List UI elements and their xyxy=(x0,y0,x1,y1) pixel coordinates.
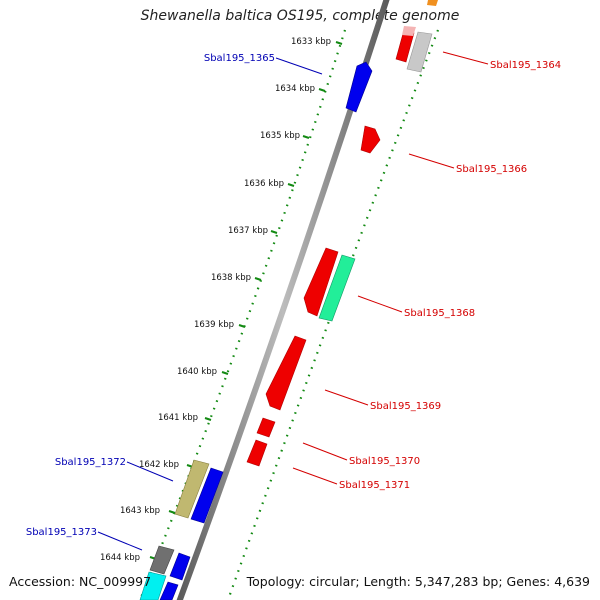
gene-feature-sbal1364-pink xyxy=(402,26,416,36)
accession-text: Accession: NC_009997 xyxy=(9,574,152,589)
gene-feature-blue-1 xyxy=(169,552,191,581)
gene-feature-sbal1368-red[interactable] xyxy=(303,247,339,317)
kbp-label: 1638 kbp xyxy=(211,273,251,283)
gene-feature-blue-2 xyxy=(159,581,179,600)
leader-line-sbal1366 xyxy=(408,153,455,169)
gene-label-sbal1365[interactable]: Sbal195_1365 xyxy=(204,53,275,64)
gene-feature-cyan xyxy=(139,571,167,600)
gene-feature-sbal1369[interactable] xyxy=(265,335,307,411)
gene-label-sbal1369[interactable]: Sbal195_1369 xyxy=(370,401,441,412)
gene-feature-sbal1372[interactable] xyxy=(174,459,210,519)
gene-feature-sbal1370[interactable] xyxy=(256,417,276,438)
gene-feature-sbal1373[interactable] xyxy=(149,545,175,575)
gene-label-sbal1371[interactable]: Sbal195_1371 xyxy=(339,480,410,491)
kbp-label: 1633 kbp xyxy=(291,37,331,47)
gene-label-sbal1368[interactable]: Sbal195_1368 xyxy=(404,308,475,319)
gene-label-sbal1364[interactable]: Sbal195_1364 xyxy=(490,60,561,71)
leader-line-sbal1369 xyxy=(324,389,369,406)
kbp-tick-labels: 1633 kbp 1634 kbp 1635 kbp 1636 kbp 1637… xyxy=(100,37,331,563)
leader-line-sbal1364 xyxy=(442,51,489,65)
kbp-label: 1640 kbp xyxy=(177,367,217,377)
gene-feature-sbal1364-gray xyxy=(406,31,433,73)
gene-feature-sbal1368-green[interactable] xyxy=(318,254,356,322)
genome-stats-text: Topology: circular; Length: 5,347,283 bp… xyxy=(246,574,590,589)
gene-feature-sbal1365[interactable] xyxy=(345,61,373,113)
kbp-label: 1636 kbp xyxy=(244,179,284,189)
outer-dotted-track xyxy=(138,29,347,600)
leader-line-sbal1370 xyxy=(302,442,348,461)
leader-lines xyxy=(97,51,489,551)
leader-line-sbal1365 xyxy=(275,57,323,75)
kbp-label: 1642 kbp xyxy=(139,460,179,470)
leader-line-sbal1373 xyxy=(97,531,143,551)
kbp-label: 1635 kbp xyxy=(260,131,300,141)
kbp-label: 1639 kbp xyxy=(194,320,234,330)
kbp-label: 1634 kbp xyxy=(275,84,315,94)
gene-label-sbal1373[interactable]: Sbal195_1373 xyxy=(26,527,97,538)
gene-label-sbal1366[interactable]: Sbal195_1366 xyxy=(456,164,527,175)
gene-labels: Sbal195_1364 Sbal195_1365 Sbal195_1366 S… xyxy=(26,53,561,538)
kbp-label: 1643 kbp xyxy=(120,506,160,516)
gene-feature-orange xyxy=(427,0,438,6)
leader-line-sbal1371 xyxy=(292,467,338,485)
gene-feature-sbal1366[interactable] xyxy=(360,125,381,154)
gene-feature-sbal1371[interactable] xyxy=(246,439,268,467)
gene-feature-sbal1372-blue[interactable] xyxy=(190,467,224,524)
kbp-label: 1637 kbp xyxy=(228,226,268,236)
kbp-tick-marks xyxy=(149,41,343,560)
gene-label-sbal1370[interactable]: Sbal195_1370 xyxy=(349,456,420,467)
kbp-label: 1641 kbp xyxy=(158,413,198,423)
leader-line-sbal1372 xyxy=(126,461,174,482)
kbp-label: 1644 kbp xyxy=(100,553,140,563)
gene-label-sbal1372[interactable]: Sbal195_1372 xyxy=(55,457,126,468)
leader-line-sbal1368 xyxy=(357,295,403,313)
